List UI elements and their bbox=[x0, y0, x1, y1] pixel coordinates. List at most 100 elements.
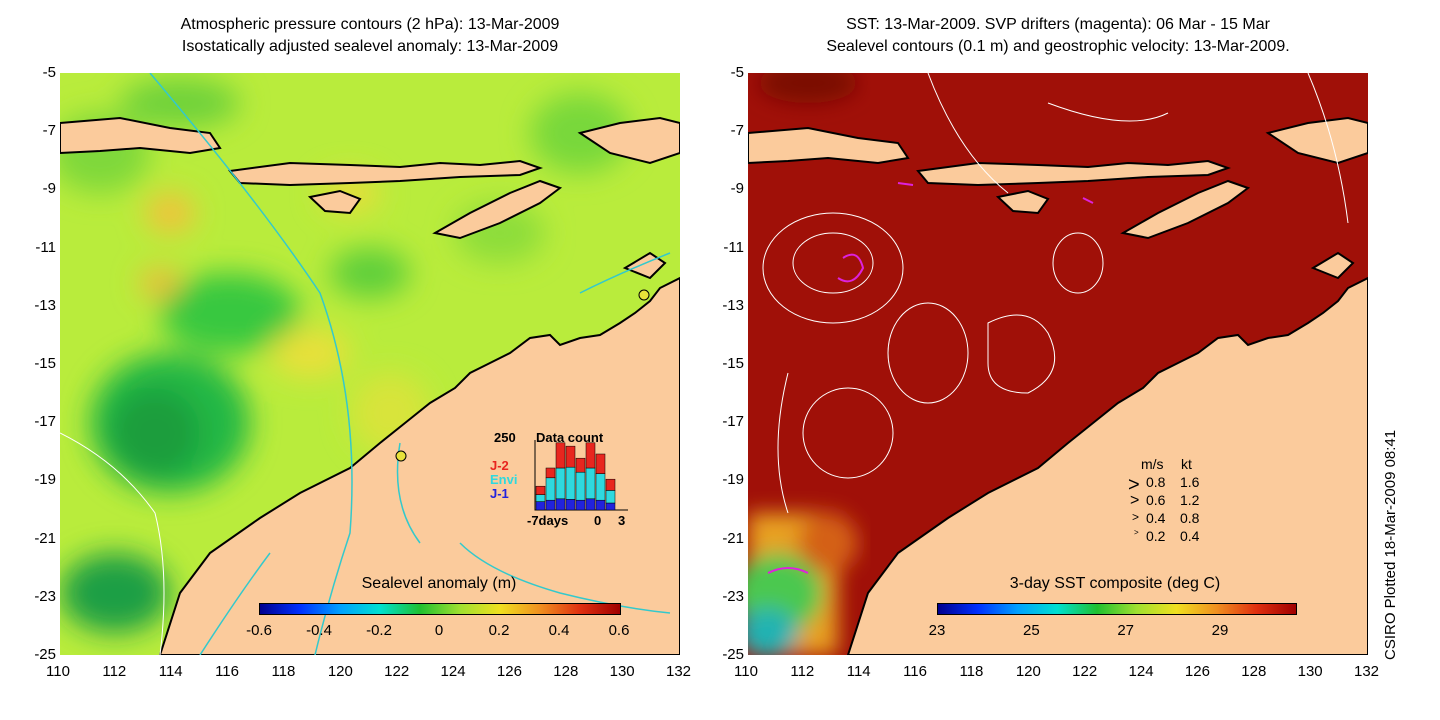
histogram-bar-envi bbox=[595, 473, 606, 501]
histogram-bar-envi bbox=[545, 477, 556, 501]
left-x-tick-label: 128 bbox=[553, 663, 579, 680]
inset-series-j2: J-2 bbox=[490, 458, 509, 473]
left-x-tick-label: 110 bbox=[46, 663, 70, 680]
inset-xtick-mid: 0 bbox=[594, 513, 602, 528]
right-y-tick-label: -17 bbox=[722, 413, 744, 431]
left-x-tick-label: 130 bbox=[609, 663, 635, 680]
sealevel-colorbar-title: Sealevel anomaly (m) bbox=[361, 575, 517, 592]
right-panel-title-line1: SST: 13-Mar-2009. SVP drifters (magenta)… bbox=[846, 16, 1270, 33]
right-y-tick-label: -15 bbox=[722, 355, 744, 372]
sealevel-colorbar-tick-label: 0.6 bbox=[608, 622, 630, 639]
histogram-bar-j2 bbox=[585, 442, 596, 469]
sst-colorbar-tick-label: 27 bbox=[1117, 622, 1134, 639]
sealevel-colorbar-tick-label: -0.4 bbox=[306, 622, 332, 639]
right-y-tick-label: -7 bbox=[730, 122, 744, 140]
right-y-tick-label: -21 bbox=[722, 529, 744, 547]
left-x-tick-label: 120 bbox=[327, 663, 353, 680]
right-x-tick-label: 120 bbox=[1015, 663, 1041, 680]
histogram-bar-j2 bbox=[575, 457, 586, 473]
inset-ymax-label: 250 bbox=[494, 430, 516, 445]
plot-credit: CSIRO Plotted 18-Mar-2009 08:41 bbox=[1382, 429, 1399, 660]
sealevel-colorbar bbox=[259, 603, 621, 615]
right-x-tick-label: 114 bbox=[846, 663, 871, 680]
histogram-bar-j2 bbox=[605, 478, 616, 491]
inset-title: Data count bbox=[536, 430, 604, 445]
histogram-bar-envi bbox=[565, 466, 576, 500]
left-y-tick-label: -17 bbox=[34, 413, 56, 431]
histogram-bar-j2 bbox=[545, 467, 556, 479]
right-y-tick-label: -9 bbox=[730, 180, 744, 198]
left-x-tick-label: 116 bbox=[215, 663, 239, 680]
sst-colorbar bbox=[937, 603, 1297, 615]
histogram-bar-envi bbox=[555, 467, 566, 500]
histogram-bar-j2 bbox=[555, 442, 566, 469]
left-panel-title-line1: Atmospheric pressure contours (2 hPa): 1… bbox=[180, 16, 560, 33]
right-x-tick-label: 118 bbox=[959, 663, 984, 680]
right-panel-title-line2: Sealevel contours (0.1 m) and geostrophi… bbox=[826, 38, 1290, 55]
histogram-bar-envi bbox=[535, 494, 546, 502]
left-panel-title-line2: Isostatically adjusted sealevel anomaly:… bbox=[181, 38, 559, 55]
velocity-arrow-icon: > bbox=[1130, 492, 1140, 509]
right-x-tick-label: 110 bbox=[734, 663, 758, 680]
right-y-tick-label: -19 bbox=[722, 471, 744, 489]
left-x-tick-label: 132 bbox=[666, 663, 692, 680]
left-x-tick-label: 114 bbox=[158, 663, 183, 680]
velocity-legend-ms: 0.6 bbox=[1146, 492, 1166, 508]
velocity-arrow-icon: > bbox=[1128, 474, 1140, 496]
histogram-bar-j1 bbox=[565, 499, 576, 511]
velocity-legend-header-kt: kt bbox=[1181, 456, 1192, 472]
velocity-legend-kt: 1.6 bbox=[1180, 474, 1200, 490]
sst-colorbar-tick-label: 23 bbox=[928, 622, 946, 639]
histogram-bar-j1 bbox=[605, 502, 616, 511]
left-y-tick-label: -21 bbox=[34, 529, 56, 547]
histogram-bar-j1 bbox=[575, 499, 586, 511]
right-y-tick-label: -23 bbox=[722, 587, 744, 605]
left-y-tick-label: -13 bbox=[34, 296, 56, 314]
left-x-tick-label: 124 bbox=[440, 663, 466, 680]
sst-colorbar-tick-label: 29 bbox=[1211, 622, 1229, 639]
data-count-histogram bbox=[534, 440, 628, 511]
sealevel-colorbar-tick-label: -0.2 bbox=[366, 622, 392, 639]
histogram-bar-j2 bbox=[535, 485, 546, 495]
left-x-tick-label: 126 bbox=[496, 663, 522, 680]
velocity-legend-ms: 0.2 bbox=[1146, 528, 1166, 544]
right-x-tick-label: 130 bbox=[1297, 663, 1323, 680]
sealevel-colorbar-tick-label: 0.2 bbox=[488, 622, 510, 639]
histogram-bar-j1 bbox=[535, 501, 546, 511]
left-y-tick-label: -5 bbox=[42, 64, 56, 81]
histogram-bar-j2 bbox=[565, 445, 576, 468]
left-x-tick-label: 118 bbox=[271, 663, 296, 680]
right-x-tick-label: 112 bbox=[790, 663, 815, 680]
right-y-tick-label: -25 bbox=[722, 646, 744, 663]
right-x-tick-label: 126 bbox=[1184, 663, 1210, 680]
sealevel-anomaly-map bbox=[60, 73, 680, 655]
inset-series-j1: J-1 bbox=[490, 486, 509, 501]
velocity-legend-ms: 0.8 bbox=[1146, 474, 1166, 490]
left-x-tick-label: 122 bbox=[384, 663, 410, 680]
sealevel-colorbar-tick-label: 0 bbox=[434, 622, 444, 639]
right-x-tick-label: 122 bbox=[1072, 663, 1098, 680]
sst-colorbar-tick-label: 25 bbox=[1022, 622, 1040, 639]
sealevel-colorbar-tick-label: 0.4 bbox=[548, 622, 570, 639]
velocity-arrow-icon: > bbox=[1134, 528, 1139, 537]
right-x-tick-label: 132 bbox=[1354, 663, 1380, 680]
sst-map bbox=[748, 73, 1368, 655]
histogram-bar-envi bbox=[585, 467, 596, 500]
histogram-bar-envi bbox=[605, 490, 616, 504]
left-y-tick-label: -9 bbox=[42, 180, 56, 198]
histogram-bar-envi bbox=[575, 471, 586, 501]
inset-xtick-right: 3 bbox=[618, 513, 626, 528]
left-y-tick-label: -25 bbox=[34, 646, 56, 663]
velocity-legend-kt: 0.4 bbox=[1180, 528, 1200, 544]
inset-series-envi: Envi bbox=[490, 472, 518, 487]
sst-colorbar-title: 3-day SST composite (deg C) bbox=[1009, 575, 1221, 592]
velocity-legend-kt: 0.8 bbox=[1180, 510, 1200, 526]
histogram-bar-j1 bbox=[595, 499, 606, 511]
left-y-tick-label: -15 bbox=[34, 355, 56, 372]
right-y-tick-label: -13 bbox=[722, 296, 744, 314]
right-x-tick-label: 128 bbox=[1241, 663, 1267, 680]
velocity-legend-header-ms: m/s bbox=[1141, 456, 1164, 472]
right-y-tick-label: -11 bbox=[723, 238, 744, 256]
left-y-tick-label: -23 bbox=[34, 587, 56, 605]
inset-xtick-left: -7days bbox=[527, 513, 569, 528]
